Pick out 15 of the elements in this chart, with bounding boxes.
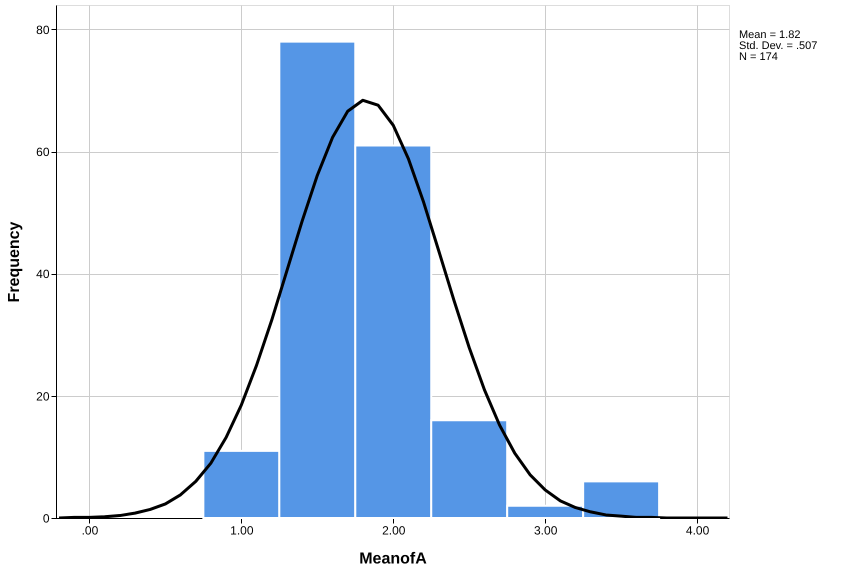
x-tick-label: 1.00 [230,524,254,538]
y-axis-title: Frequency [6,221,24,302]
x-tick-label: 3.00 [534,524,558,538]
y-tick-label: 0 [42,512,50,526]
text: Std. Dev. = .507 [739,40,818,52]
y-tick-label: 40 [36,267,50,282]
y-tick-label: 20 [36,389,50,404]
x-tick-label: 2.00 [382,524,406,538]
x-axis-title: MeanofA [359,550,428,568]
x-tick-label: .00 [82,524,99,538]
x-tick-label: 4.00 [686,524,710,538]
y-tick-label: 80 [36,22,50,37]
y-tick-label: 60 [36,145,50,160]
text: Mean = 1.82 [739,29,800,41]
text: N = 174 [739,51,778,63]
